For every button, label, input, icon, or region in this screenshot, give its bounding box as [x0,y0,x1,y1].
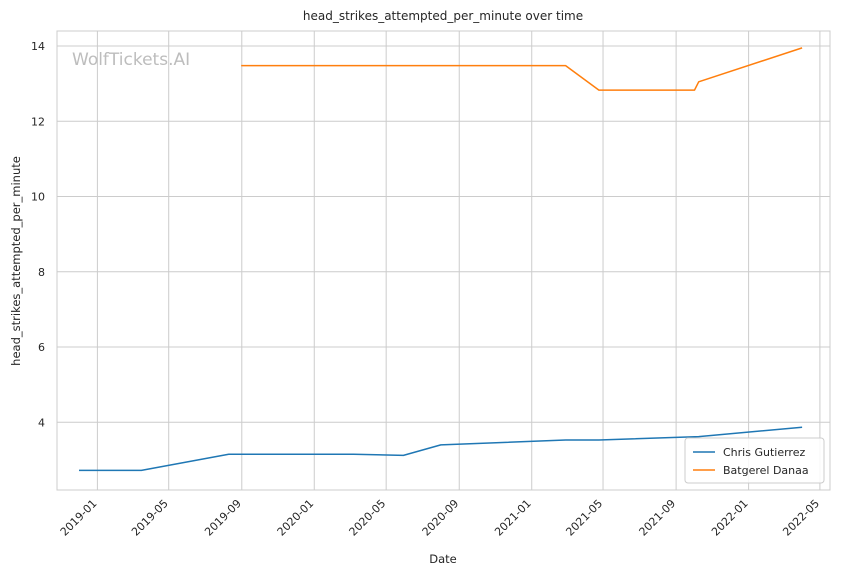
watermark: WolfTickets.AI [72,50,190,70]
legend-label: Chris Gutierrez [723,446,805,459]
plot-frame [56,30,831,491]
y-tick-label: 14 [31,40,45,53]
legend: Chris Gutierrez Batgerel Danaa [684,437,825,484]
series-line-batgerel-danaa [241,47,803,91]
x-tick-label: 2019-09 [202,497,244,539]
x-tick-label: 2021-05 [563,497,605,539]
x-tick-label: 2022-05 [780,497,822,539]
grid [57,31,830,490]
legend-box [684,437,825,484]
series-line-chris-gutierrez [79,426,803,472]
y-axis-title: head_strikes_attempted_per_minute [9,156,23,366]
x-tick-label: 2019-01 [58,497,100,539]
x-tick-label: 2019-05 [129,497,171,539]
y-tick-label: 4 [38,416,45,429]
y-tick-label: 8 [38,266,45,279]
legend-label: Batgerel Danaa [723,464,809,477]
x-tick-label: 2021-09 [637,497,679,539]
x-axis-ticks: 2019-01 2019-05 2019-09 2020-01 2020-05 2020-… [58,497,822,539]
x-tick-label: 2020-01 [275,497,317,539]
y-axis-ticks: 4 6 8 10 12 14 [31,40,45,429]
x-tick-label: 2021-01 [492,497,534,539]
x-tick-label: 2020-05 [347,497,389,539]
x-axis-title: Date [429,552,457,566]
y-tick-label: 10 [31,191,45,204]
x-tick-label: 2020-09 [420,497,462,539]
y-tick-label: 6 [38,341,45,354]
series-group [79,47,803,472]
x-tick-label: 2022-01 [709,497,751,539]
y-tick-label: 12 [31,115,45,128]
chart-title: head_strikes_attempted_per_minute over t… [303,9,583,23]
